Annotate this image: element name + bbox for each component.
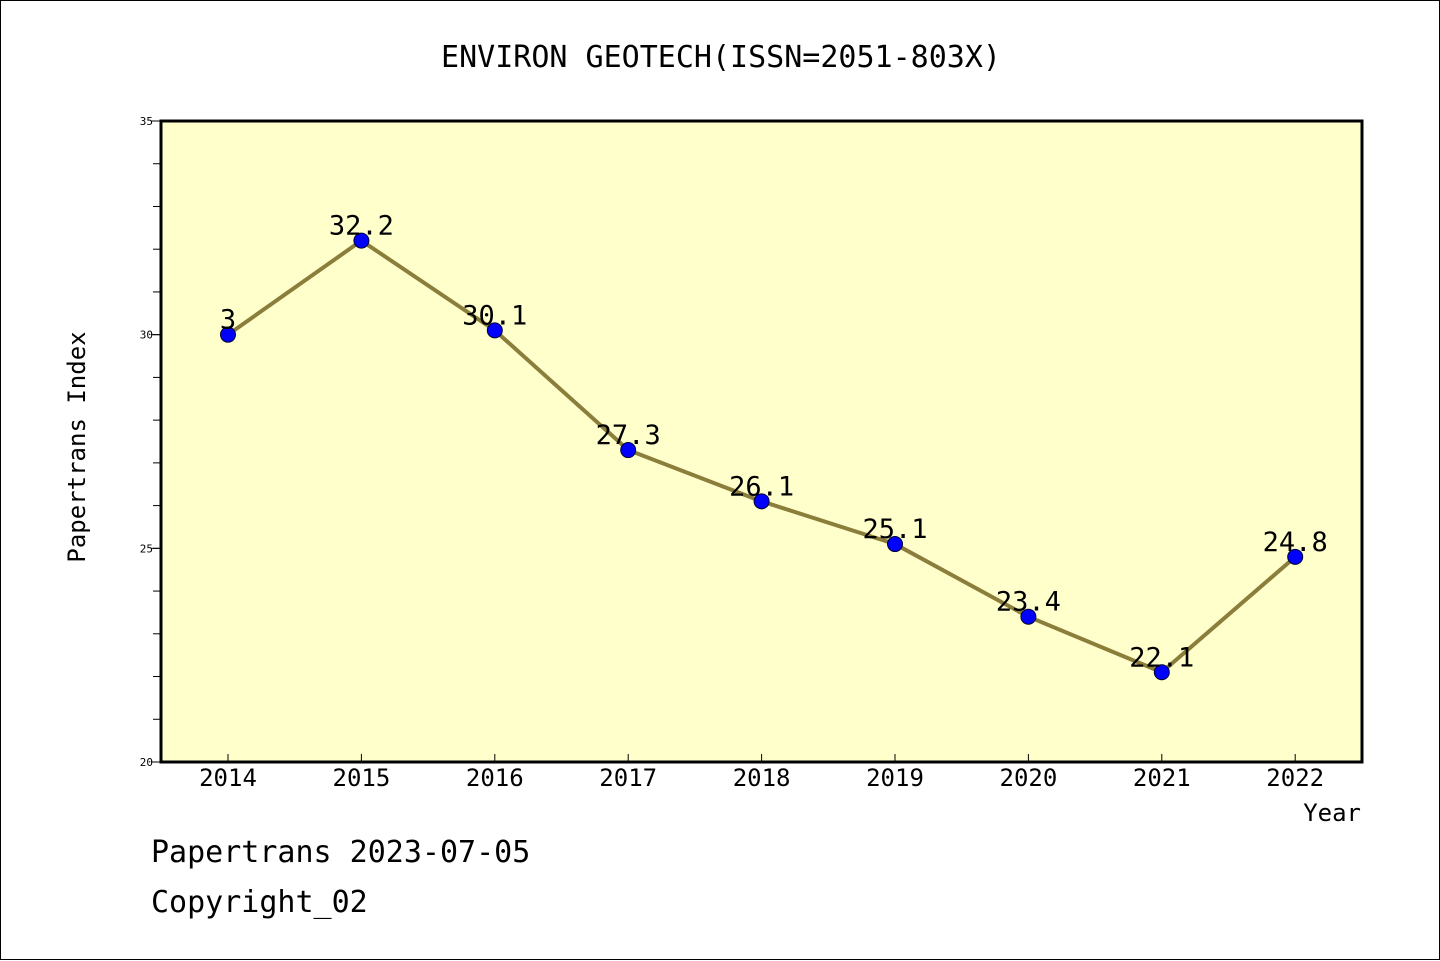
data-point [353, 232, 370, 249]
y-tick-label: 30 [140, 329, 153, 342]
data-label: 23.4 [996, 587, 1061, 618]
footer-copyright: Copyright_02 [151, 885, 368, 920]
x-tick-label: 2019 [866, 764, 924, 792]
data-point [486, 322, 503, 339]
data-label: 22.1 [1129, 642, 1194, 673]
data-point [1153, 664, 1170, 681]
data-point [887, 536, 903, 553]
data-point [1287, 548, 1304, 565]
plot-area [159, 119, 1364, 764]
y-tick-label: 35 [140, 115, 153, 128]
data-label: 3 [220, 305, 236, 336]
x-tick-label: 2016 [466, 764, 524, 792]
x-tick-label: 2021 [1133, 764, 1191, 792]
x-axis-label: Year [1303, 799, 1361, 827]
x-tick-label: 2020 [1000, 764, 1058, 792]
chart-title: ENVIRON GEOTECH(ISSN=2051-803X) [441, 40, 1001, 75]
footer-date: Papertrans 2023-07-05 [151, 835, 531, 870]
x-axis-ticks: 2014 2015 2016 2017 2018 2019 2020 2021 2022 [199, 754, 1324, 792]
y-axis-label: Papertrans Index [63, 331, 91, 562]
x-tick-label: 2017 [599, 764, 657, 792]
x-tick-label: 2022 [1266, 764, 1324, 792]
data-labels: 3 32.2 30.1 27.3 26.1 25.1 23.4 22.1 24.8 [220, 211, 1328, 674]
data-label: 25.1 [862, 514, 927, 545]
x-tick-label: 2015 [333, 764, 391, 792]
data-label: 32.2 [329, 211, 394, 242]
data-point [1020, 608, 1037, 625]
y-tick-label: 25 [140, 542, 153, 555]
data-label: 26.1 [729, 471, 794, 502]
data-label: 30.1 [462, 300, 527, 331]
y-tick-label: 20 [140, 756, 153, 769]
x-tick-label: 2018 [733, 764, 791, 792]
data-point [753, 493, 770, 510]
y-axis-ticks: 20 25 30 35 [140, 115, 161, 769]
data-point [620, 442, 637, 459]
data-markers [220, 232, 1304, 681]
data-label: 24.8 [1263, 527, 1328, 558]
x-tick-label: 2014 [199, 764, 257, 792]
data-label: 27.3 [596, 420, 661, 451]
data-point [220, 326, 236, 343]
